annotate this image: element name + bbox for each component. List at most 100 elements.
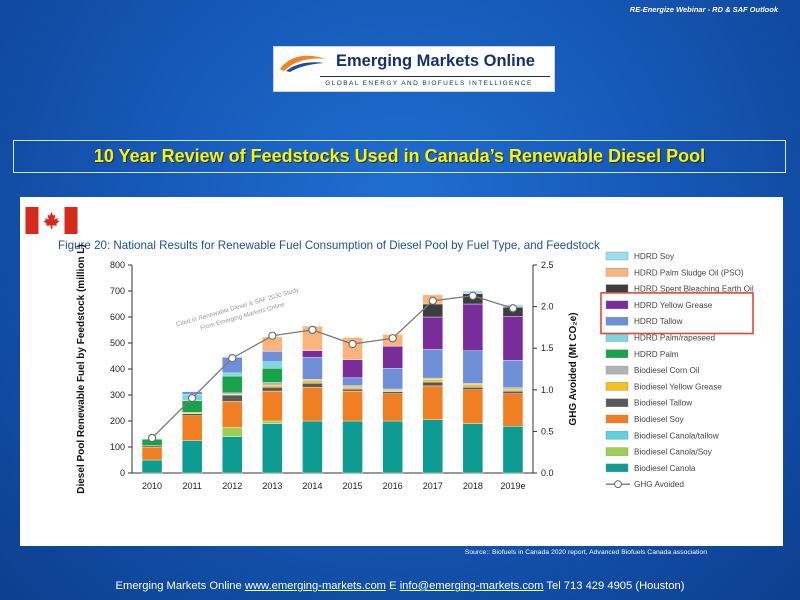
x-tick-label: 2017 xyxy=(423,481,443,491)
bar-segment-hdrd-tallow xyxy=(342,377,363,386)
legend-swatch-biodiesel-soy xyxy=(605,414,629,424)
bar-segment-hdrd-spent-bleaching-earth-oil xyxy=(422,303,443,318)
x-tick-label: 2010 xyxy=(142,481,162,491)
x-tick-label: 2016 xyxy=(383,481,403,491)
bar-segment-biodiesel-tallow xyxy=(342,388,363,392)
y2-tick-label: 0.5 xyxy=(541,426,554,436)
bar-segment-biodiesel-tallow xyxy=(222,394,243,402)
legend-label-hdrd-palm-rapeseed: HDRD Palm/rapeseed xyxy=(634,334,715,343)
figure-title: Figure 20: National Results for Renewabl… xyxy=(58,239,600,252)
legend-label-biodiesel-canola-soy: Biodiesel Canola/Soy xyxy=(634,448,713,457)
bar-segment-biodiesel-canola xyxy=(222,436,243,474)
bar-segment-biodiesel-canola xyxy=(302,420,323,474)
legend-swatch-hdrd-spent-bleaching-earth-oil xyxy=(605,284,629,293)
legend-label-biodiesel-yellow-grease: Biodiesel Yellow Grease xyxy=(634,382,722,391)
bar-segment-hdrd-yellow-grease xyxy=(462,303,484,351)
legend-swatch-hdrd-yellow-grease xyxy=(605,300,629,310)
webinar-note: RE-Energize Webinar - RD & SAF Outlook xyxy=(629,5,778,14)
figure-panel: Figure 20: National Results for Renewabl… xyxy=(20,197,783,546)
bar-segment-biodiesel-soy xyxy=(141,446,163,461)
x-tick-label: 2011 xyxy=(182,481,201,491)
ghg-point xyxy=(268,331,277,340)
x-tick-label: 2018 xyxy=(463,481,483,491)
bar-segment-biodiesel-soy xyxy=(222,401,243,428)
bar-segment-biodiesel-yellow-grease xyxy=(262,384,283,388)
legend-label-hdrd-palm-sludge-oil-pso: HDRD Palm Sludge Oil (PSO) xyxy=(634,268,744,277)
y2-tick-label: 2.5 xyxy=(541,260,554,270)
slide-title: 10 Year Review of Feedstocks Used in Can… xyxy=(93,146,706,166)
y-tick-label: 600 xyxy=(110,312,125,322)
bar-segment-hdrd-tallow xyxy=(382,368,403,390)
ghg-point xyxy=(187,393,197,403)
bar-segment-biodiesel-canola xyxy=(382,420,403,474)
x-tick-label: 2012 xyxy=(222,481,242,491)
bar-segment-biodiesel-canola-soy xyxy=(262,420,283,424)
bar-segment-hdrd-tallow xyxy=(302,357,323,380)
bar-segment-biodiesel-soy xyxy=(422,385,443,420)
bar-segment-biodiesel-tallow xyxy=(422,381,443,387)
bar-segment-biodiesel-canola xyxy=(502,425,524,474)
logo-tagline: GLOBAL ENERGY AND BIOFUELS INTELLIGENCE xyxy=(325,80,533,87)
bar-segment-hdrd-tallow xyxy=(462,350,484,384)
bar-segment-hdrd-palm-rapeseed xyxy=(222,372,243,377)
bar-segment-biodiesel-soy xyxy=(462,389,484,424)
footer-website-link[interactable]: www.emerging-markets.com xyxy=(244,580,386,592)
y2-tick-label: 0.0 xyxy=(541,468,554,478)
legend-swatch-biodiesel-canola xyxy=(605,463,629,473)
footer-email-prefix: E xyxy=(386,580,400,592)
ghg-point xyxy=(468,291,477,300)
legend-label-biodiesel-corn-oil: Biodiesel Corn Oil xyxy=(634,366,700,375)
legend-label-biodiesel-tallow: Biodiesel Tallow xyxy=(634,399,692,408)
ghg-avoided-line xyxy=(151,295,514,439)
slide-title-box: 10 Year Review of Feedstocks Used in Can… xyxy=(13,140,786,173)
y-tick-label: 100 xyxy=(110,442,125,452)
legend-marker-ghg xyxy=(614,480,622,489)
bar-segment-biodiesel-soy xyxy=(262,390,283,422)
source-note: Source:: Biofuels in Canada 2020 report,… xyxy=(464,549,707,556)
x-tick-label: 2019e xyxy=(500,481,525,491)
bar-segment-hdrd-palm xyxy=(262,368,283,383)
y-tick-label: 200 xyxy=(110,416,125,426)
bar-segment-hdrd-yellow-grease xyxy=(502,316,524,361)
legend-label-hdrd-soy: HDRD Soy xyxy=(634,252,675,261)
bar-segment-biodiesel-tallow xyxy=(502,390,524,394)
legend-swatch-hdrd-palm-rapeseed xyxy=(605,333,629,342)
x-tick-label: 2013 xyxy=(262,481,282,491)
legend-swatch-biodiesel-corn-oil xyxy=(605,365,629,375)
bar-segment-biodiesel-canola xyxy=(181,440,203,474)
bar-segment-hdrd-yellow-grease xyxy=(382,345,403,369)
bar-segment-hdrd-tallow xyxy=(502,360,524,388)
y2-tick-label: 1.0 xyxy=(541,385,554,395)
legend-highlight-box xyxy=(600,292,754,335)
bar-segment-hdrd-tallow xyxy=(262,351,283,362)
y-axis-label: Diesel Pool Renewable Fuel by Feedstock … xyxy=(76,244,87,494)
legend-label-hdrd-tallow: HDRD Tallow xyxy=(634,317,683,326)
ghg-point xyxy=(508,304,518,313)
ghg-point xyxy=(147,433,157,443)
legend-swatch-hdrd-palm xyxy=(605,349,629,359)
y-tick-label: 300 xyxy=(110,390,125,400)
x-tick-label: 2015 xyxy=(343,481,363,491)
bar-segment-biodiesel-soy xyxy=(342,390,363,422)
bar-segment-biodiesel-tallow xyxy=(382,391,403,394)
canada-flag-icon xyxy=(25,207,78,234)
ghg-point xyxy=(348,339,357,349)
legend-label-biodiesel-canola: Biodiesel Canola xyxy=(634,464,696,473)
legend-swatch-hdrd-soy xyxy=(605,251,629,261)
bar-segment-biodiesel-canola xyxy=(462,423,484,474)
legend-label-ghg-avoided: GHG Avoided xyxy=(634,480,684,489)
bar-segment-hdrd-yellow-grease xyxy=(422,316,443,350)
y-tick-label: 0 xyxy=(120,468,125,478)
bar-segment-biodiesel-canola xyxy=(141,459,163,474)
bar-segment-biodiesel-tallow xyxy=(462,386,484,390)
bar-segment-biodiesel-canola xyxy=(262,423,283,474)
ghg-point xyxy=(228,354,237,363)
legend-swatch-hdrd-palm-sludge-oil-pso xyxy=(605,268,629,277)
bar-segment-biodiesel-corn-oil xyxy=(262,382,283,386)
footer-email-link[interactable]: info@emerging-markets.com xyxy=(399,580,544,592)
bar-segment-biodiesel-tallow xyxy=(181,413,203,417)
ghg-point xyxy=(388,334,397,343)
legend-swatch-biodiesel-yellow-grease xyxy=(605,382,629,391)
legend-swatch-biodiesel-tallow xyxy=(605,398,629,407)
bar-segment-hdrd-yellow-grease xyxy=(342,359,363,379)
